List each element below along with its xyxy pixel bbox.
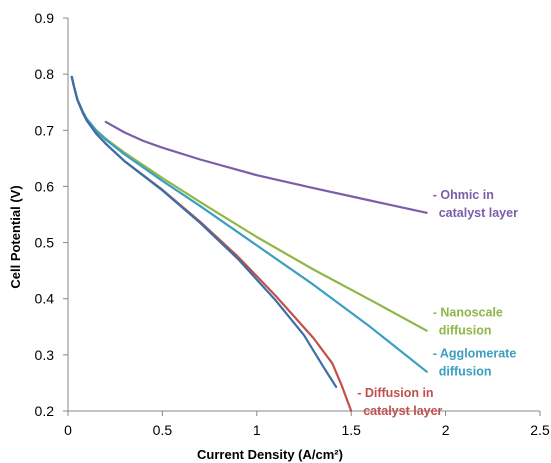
series-label-diffusion-in-catalyst-layer: - Diffusion in [357,386,433,400]
series-lines [70,75,428,413]
x-tick-label: 1.5 [341,422,361,438]
x-axis-title: Current Density (A/cm²) [197,447,343,462]
y-tick-label: 0.4 [35,291,55,307]
y-tick-label: 0.6 [35,178,55,194]
y-tick-label: 0.2 [35,403,55,419]
x-tick-label: 2 [442,422,450,438]
y-tick-label: 0.7 [35,122,55,138]
y-tick-label: 0.8 [35,66,55,82]
y-tick-label: 0.5 [35,235,55,251]
series-label-nanoscale-diffusion: diffusion [439,324,492,338]
x-tick-label: 0 [64,422,72,438]
series-label-nanoscale-diffusion: - Nanoscale [433,306,503,320]
x-tick-label: 2.5 [530,422,550,438]
axes: 0 0.5 1 1.5 2 2.5 0.2 0.3 0.4 0.5 0.6 0.7 0.8 0.9 [35,10,550,438]
series-label-agglomerate-diffusion: diffusion [439,365,492,379]
series-line-agglomerate-diffusion [70,75,428,373]
series-label-agglomerate-diffusion: - Agglomerate [433,347,517,361]
series-line-nanoscale-diffusion [70,75,428,332]
series-line-ohmic-in-catalyst-layer [104,120,428,214]
series-label-ohmic-in-catalyst-layer: catalyst layer [439,206,518,220]
series-label-ohmic-in-catalyst-layer: - Ohmic in [433,188,494,202]
y-axis-title: Cell Potential (V) [8,185,23,288]
series-labels: - Ohmic in catalyst layer - Nanoscale diffu… [357,188,518,418]
x-tick-label: 0.5 [153,422,173,438]
x-tick-label: 1 [253,422,261,438]
series-label-diffusion-in-catalyst-layer: catalyst layer [363,404,442,418]
series-line-unlabeled [70,75,338,388]
y-tick-label: 0.9 [35,10,55,26]
y-tick-label: 0.3 [35,347,55,363]
